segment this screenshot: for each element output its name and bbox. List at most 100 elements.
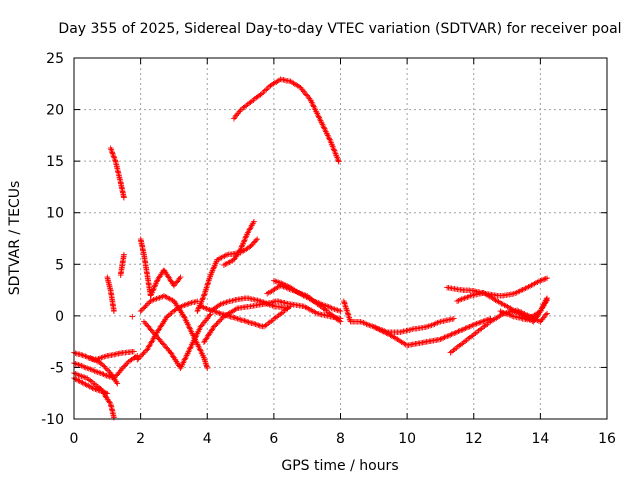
data-point: + <box>462 283 469 296</box>
data-point: + <box>207 269 214 282</box>
data-point: + <box>106 395 113 408</box>
data-point: + <box>112 370 119 383</box>
data-point: + <box>143 262 150 275</box>
data-point: + <box>537 315 544 328</box>
data-point: + <box>502 306 509 319</box>
data-point: + <box>203 281 210 294</box>
data-point: + <box>118 180 125 193</box>
data-point: + <box>222 258 229 271</box>
data-point: + <box>326 310 333 323</box>
data-point: + <box>231 253 238 266</box>
data-point: + <box>363 317 370 330</box>
data-point: + <box>268 296 275 309</box>
data-point: + <box>173 355 180 368</box>
data-point: + <box>247 300 254 313</box>
data-point: + <box>190 296 197 309</box>
data-point: + <box>106 370 113 383</box>
data-point: + <box>278 301 285 314</box>
data-point: + <box>246 223 253 236</box>
data-point: + <box>105 394 112 407</box>
data-point: + <box>245 315 252 328</box>
data-point: + <box>307 292 314 305</box>
data-point: + <box>327 310 334 323</box>
data-point: + <box>256 294 263 307</box>
data-point: + <box>114 162 121 175</box>
data-point: + <box>119 259 126 272</box>
data-point: + <box>460 336 467 349</box>
data-point: + <box>530 309 537 322</box>
data-point: + <box>197 322 204 335</box>
data-point: + <box>478 286 485 299</box>
data-point: + <box>388 325 395 338</box>
data-point: + <box>254 90 261 103</box>
data-point: + <box>169 276 176 289</box>
data-point: + <box>119 185 126 198</box>
data-point: + <box>286 297 293 310</box>
data-point: + <box>525 312 532 325</box>
data-point: + <box>433 333 440 346</box>
data-point: + <box>425 320 432 333</box>
data-point: + <box>87 351 94 364</box>
data-point: + <box>148 324 155 337</box>
data-point: + <box>173 276 180 289</box>
data-point: + <box>183 298 190 311</box>
data-point: + <box>279 279 286 292</box>
data-point: + <box>390 325 397 338</box>
data-point: + <box>162 290 169 303</box>
data-point: + <box>444 330 451 343</box>
data-point: + <box>101 360 108 373</box>
data-point: + <box>204 280 211 293</box>
data-point: + <box>229 310 236 323</box>
data-point: + <box>372 321 379 334</box>
data-point: + <box>112 155 119 168</box>
data-point: + <box>430 334 437 347</box>
data-point: + <box>185 318 192 331</box>
data-point: + <box>96 356 103 369</box>
data-point: + <box>245 225 252 238</box>
data-point: + <box>94 352 101 365</box>
data-point: + <box>302 86 309 99</box>
data-point: + <box>360 316 367 329</box>
data-point: + <box>199 292 206 305</box>
data-point: + <box>105 276 112 289</box>
data-point: + <box>147 288 154 301</box>
data-point: + <box>111 373 118 386</box>
data-point: + <box>259 320 266 333</box>
data-point: + <box>152 328 159 341</box>
data-point: + <box>218 251 225 264</box>
data-point: + <box>138 236 145 249</box>
data-point: + <box>447 281 454 294</box>
data-point: + <box>246 300 253 313</box>
data-point: + <box>295 299 302 312</box>
data-point: + <box>153 292 160 305</box>
data-point: + <box>88 352 95 365</box>
data-point: + <box>166 292 173 305</box>
data-point: + <box>521 307 528 320</box>
data-point: + <box>261 297 268 310</box>
data-point: + <box>204 330 211 343</box>
data-point: + <box>534 310 541 323</box>
data-point: + <box>103 369 110 382</box>
data-point: + <box>538 273 545 286</box>
data-point: + <box>116 170 123 183</box>
data-point: + <box>146 321 153 334</box>
data-point: + <box>116 172 123 185</box>
data-point: + <box>336 314 343 327</box>
data-point: + <box>241 234 248 247</box>
data-point: + <box>189 338 196 351</box>
data-point: + <box>342 299 349 312</box>
data-point: + <box>97 356 104 369</box>
data-point: + <box>272 274 279 287</box>
data-point: + <box>213 301 220 314</box>
data-point: + <box>296 299 303 312</box>
data-point: + <box>537 305 544 318</box>
data-point: + <box>142 258 149 271</box>
data-point: + <box>148 288 155 301</box>
data-point: + <box>516 311 523 324</box>
data-point: + <box>257 294 264 307</box>
data-point: + <box>415 322 422 335</box>
data-point: + <box>311 294 318 307</box>
data-point: + <box>170 305 177 318</box>
data-point: + <box>247 292 254 305</box>
data-point: + <box>293 284 300 297</box>
